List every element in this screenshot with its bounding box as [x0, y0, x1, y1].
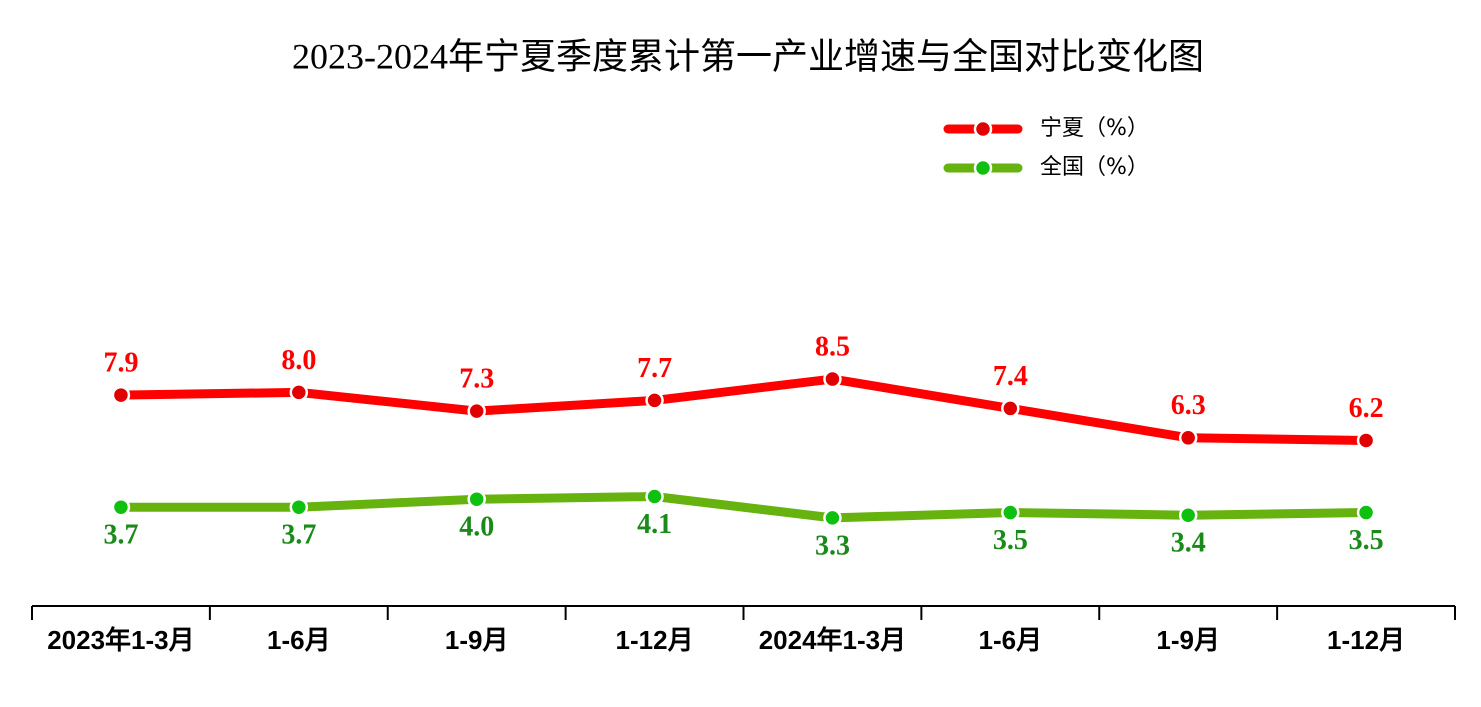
data-label: 7.3 — [459, 364, 494, 395]
legend-label: 宁夏（%） — [1040, 116, 1149, 141]
x-tick-label: 1-9月 — [1156, 625, 1220, 655]
data-label: 3.4 — [1171, 528, 1206, 559]
series-line — [116, 492, 1371, 523]
data-label: 3.3 — [815, 530, 850, 561]
data-label: 7.7 — [637, 353, 672, 384]
data-point — [1001, 503, 1020, 522]
data-point — [467, 489, 486, 509]
x-tick-label: 1-6月 — [979, 625, 1043, 655]
data-point — [111, 385, 131, 405]
data-point — [111, 497, 131, 517]
data-point — [289, 497, 309, 517]
data-point — [645, 487, 664, 506]
data-point — [467, 401, 486, 421]
x-tick-label: 1-9月 — [445, 625, 509, 655]
data-point — [1001, 399, 1020, 418]
legend-marker — [973, 158, 993, 178]
legend-marker — [973, 119, 993, 139]
data-label: 8.0 — [281, 345, 316, 376]
data-label: 6.2 — [1349, 393, 1384, 424]
x-tick-label: 1-12月 — [1327, 625, 1405, 655]
data-point — [1178, 428, 1198, 448]
data-label: 4.1 — [637, 509, 672, 540]
data-point — [1356, 503, 1376, 522]
data-label: 7.9 — [103, 347, 138, 378]
x-tick-label: 1-6月 — [267, 625, 331, 655]
data-point — [823, 369, 842, 389]
chart-title: 2023-2024年宁夏季度累计第一产业增速与全国对比变化图 — [292, 36, 1204, 76]
data-point — [823, 508, 842, 528]
data-label: 3.7 — [103, 520, 138, 551]
data-point — [645, 391, 664, 410]
data-point — [1356, 431, 1376, 450]
data-label: 6.3 — [1171, 390, 1206, 421]
data-point — [1178, 505, 1198, 525]
data-point — [289, 383, 309, 402]
data-label: 4.0 — [459, 512, 494, 543]
data-label: 3.7 — [281, 520, 316, 551]
data-label: 3.5 — [993, 525, 1028, 556]
data-label: 7.4 — [993, 361, 1028, 392]
legend-label: 全国（%） — [1040, 155, 1149, 180]
x-tick-label: 2023年1-3月 — [47, 625, 194, 655]
x-tick-label: 1-12月 — [616, 625, 694, 655]
data-label: 8.5 — [815, 331, 850, 362]
x-tick-label: 2024年1-3月 — [759, 625, 906, 655]
series-line — [116, 374, 1371, 445]
data-label: 3.5 — [1349, 525, 1384, 556]
